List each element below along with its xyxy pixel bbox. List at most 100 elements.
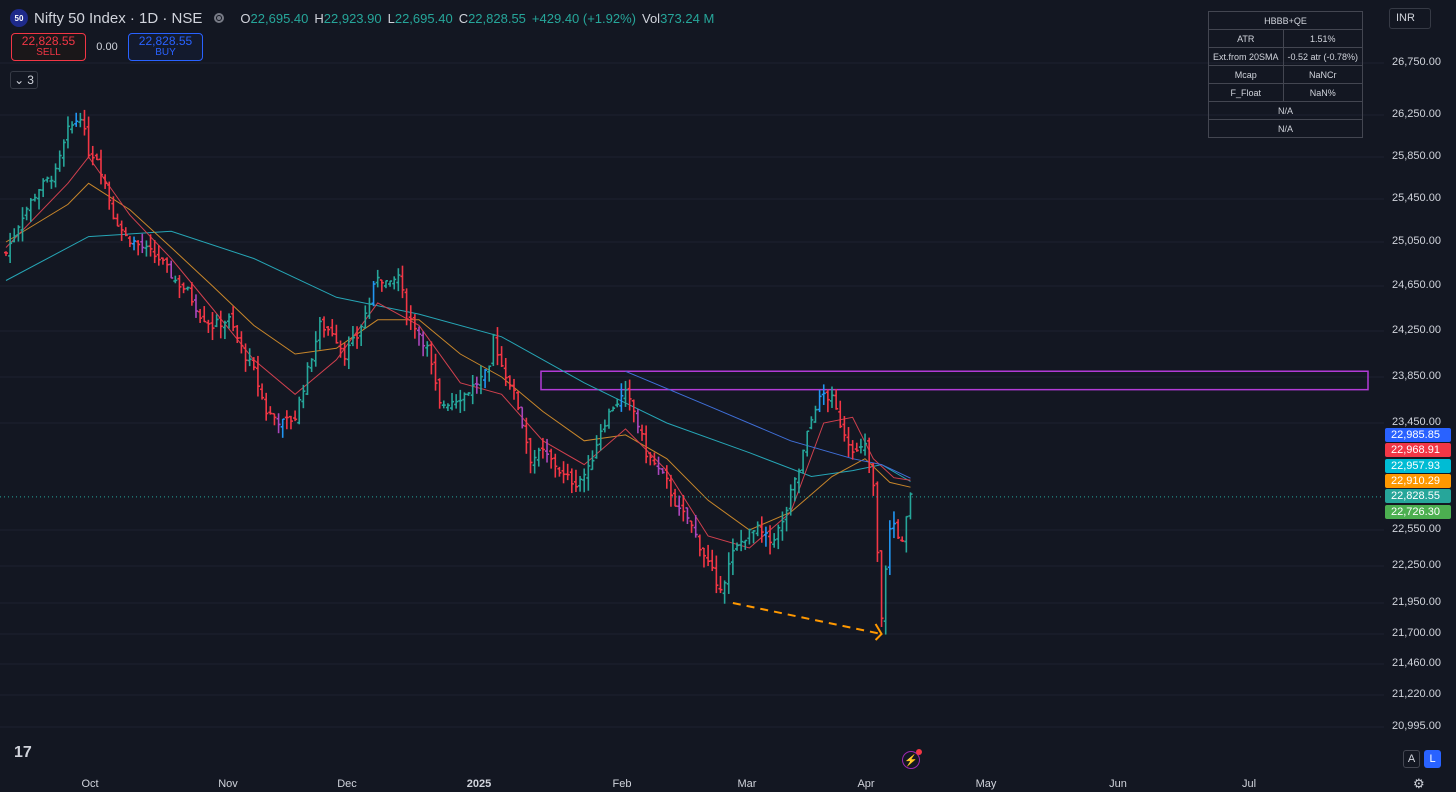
ohlc-bar — [516, 391, 521, 411]
ohlc-bar — [317, 316, 322, 350]
ohlc-bar — [222, 320, 227, 340]
ohlc-bar — [98, 149, 103, 185]
price-tick-label: 23,450.00 — [1392, 416, 1441, 428]
ohlc-bar — [677, 495, 682, 516]
ohlc-bar — [858, 438, 863, 454]
ohlc-bar — [37, 188, 42, 210]
ohlc-bar — [293, 410, 298, 422]
time-axis[interactable]: Oct Nov Dec 2025 Feb Mar Apr May Jun Jul — [0, 772, 1384, 792]
ohlc-bar — [693, 514, 698, 538]
price-axis[interactable]: 26,750.00 26,250.00 25,850.00 25,450.00 25,0… — [1384, 0, 1456, 770]
ohlc-bar — [590, 450, 595, 471]
ohlc-bar — [739, 529, 744, 552]
ohlc-bar — [210, 312, 215, 341]
ohlc-bar — [718, 575, 723, 594]
ohlc-bar — [813, 405, 818, 423]
ohlc-bar — [635, 409, 640, 434]
ohlc-bar — [8, 232, 13, 264]
ohlc-bar — [53, 163, 58, 188]
price-tick-label: 21,950.00 — [1392, 596, 1441, 608]
ohlc-bar — [132, 236, 137, 251]
ohlc-bar — [520, 406, 525, 429]
ohlc-bar — [326, 325, 331, 336]
ohlc-bar — [830, 386, 834, 408]
ohlc-bar — [400, 265, 405, 299]
ohlc-bar — [235, 325, 240, 344]
market-status-icon[interactable] — [214, 13, 225, 23]
low-label: L — [387, 10, 395, 26]
ohlc-bar — [817, 389, 822, 413]
buy-button[interactable]: 22,828.55 BUY — [128, 33, 203, 61]
ohlc-bar — [392, 276, 397, 290]
ohlc-bar — [594, 435, 599, 459]
auto-scale-button[interactable]: A — [1403, 750, 1420, 768]
indicators-toggle-button[interactable]: ⌄ 3 — [10, 71, 38, 89]
ohlc-bar — [540, 437, 545, 459]
moving-average-lines — [5, 156, 911, 549]
ohlc-bar — [123, 227, 128, 237]
ohlc-bar — [41, 178, 46, 198]
ohlc-bar — [565, 463, 570, 481]
ohlc-bar — [825, 389, 830, 413]
ohlc-bar — [70, 121, 75, 134]
ohlc-bar — [685, 507, 690, 525]
ohlc-bars — [4, 109, 913, 635]
nifty-logo-icon[interactable]: 50 — [10, 9, 28, 27]
ohlc-bar — [883, 565, 888, 635]
time-tick-label: Jun — [1109, 778, 1127, 790]
lightning-icon[interactable]: ⚡ — [902, 749, 922, 769]
ohlc-bar — [181, 282, 186, 294]
ohlc-bar — [896, 519, 901, 540]
info-row-label: ATR — [1208, 29, 1284, 48]
time-tick-label: Dec — [337, 778, 357, 790]
ohlc-bar — [710, 549, 715, 572]
info-table-title: HBBB+QE — [1207, 11, 1364, 30]
ohlc-bar — [553, 453, 558, 478]
info-row-value: NaN% — [1282, 83, 1364, 102]
ohlc-bar — [747, 528, 752, 545]
ohlc-bar — [726, 552, 731, 594]
settings-icon[interactable]: ⚙ — [1413, 776, 1425, 791]
sma-mid-line — [5, 182, 911, 531]
ohlc-bar — [458, 389, 463, 413]
ohlc-bar — [82, 109, 87, 136]
tradingview-logo-icon[interactable]: 17 — [14, 744, 32, 761]
ohlc-bar — [280, 418, 285, 438]
currency-selector[interactable]: INR — [1389, 8, 1431, 29]
ohlc-bar — [86, 116, 91, 159]
price-tick-label: 24,650.00 — [1392, 279, 1441, 291]
change-value: +429.40 (+1.92%) — [531, 10, 636, 26]
log-scale-button[interactable]: L — [1424, 750, 1441, 768]
ohlc-bar — [231, 306, 236, 332]
ohlc-bar — [338, 340, 343, 358]
ohlc-bar — [631, 399, 636, 423]
ohlc-bar — [57, 150, 62, 172]
price-chart[interactable] — [0, 0, 1384, 772]
sell-label: SELL — [36, 47, 61, 58]
ohlc-bar — [681, 494, 686, 522]
ohlc-bar — [668, 474, 673, 507]
price-tick-label: 25,050.00 — [1392, 235, 1441, 247]
ohlc-bar — [730, 538, 735, 576]
ohlc-bar — [342, 342, 347, 366]
price-tick-label: 25,850.00 — [1392, 150, 1441, 162]
ohlc-bar — [701, 547, 706, 568]
info-row-value: NaNCr — [1282, 65, 1364, 84]
divergence-arrowhead — [874, 623, 883, 641]
sell-button[interactable]: 22,828.55 SELL — [11, 33, 86, 61]
volume-value: 373.24 M — [660, 10, 715, 26]
ohlc-bar — [796, 468, 801, 494]
info-row-label: F_Float — [1208, 83, 1284, 102]
ohlc-bar — [160, 257, 165, 265]
ohlc-bar — [450, 392, 455, 411]
symbol-title[interactable]: Nifty 50 Index · 1D · NSE — [34, 9, 203, 27]
ohlc-bar — [350, 326, 355, 347]
ohlc-bar — [759, 516, 764, 543]
price-tick-label: 24,250.00 — [1392, 324, 1441, 336]
sma-longer-line — [625, 370, 911, 479]
ohlc-bar — [776, 524, 781, 550]
ohlc-bar — [854, 442, 859, 452]
indicator-info-table: HBBB+QE ATR 1.51% Ext.from 20SMA -0.52 atr… — [1207, 11, 1364, 138]
price-tick-label: 25,450.00 — [1392, 192, 1441, 204]
price-badge: 22,968.91 — [1385, 443, 1451, 457]
